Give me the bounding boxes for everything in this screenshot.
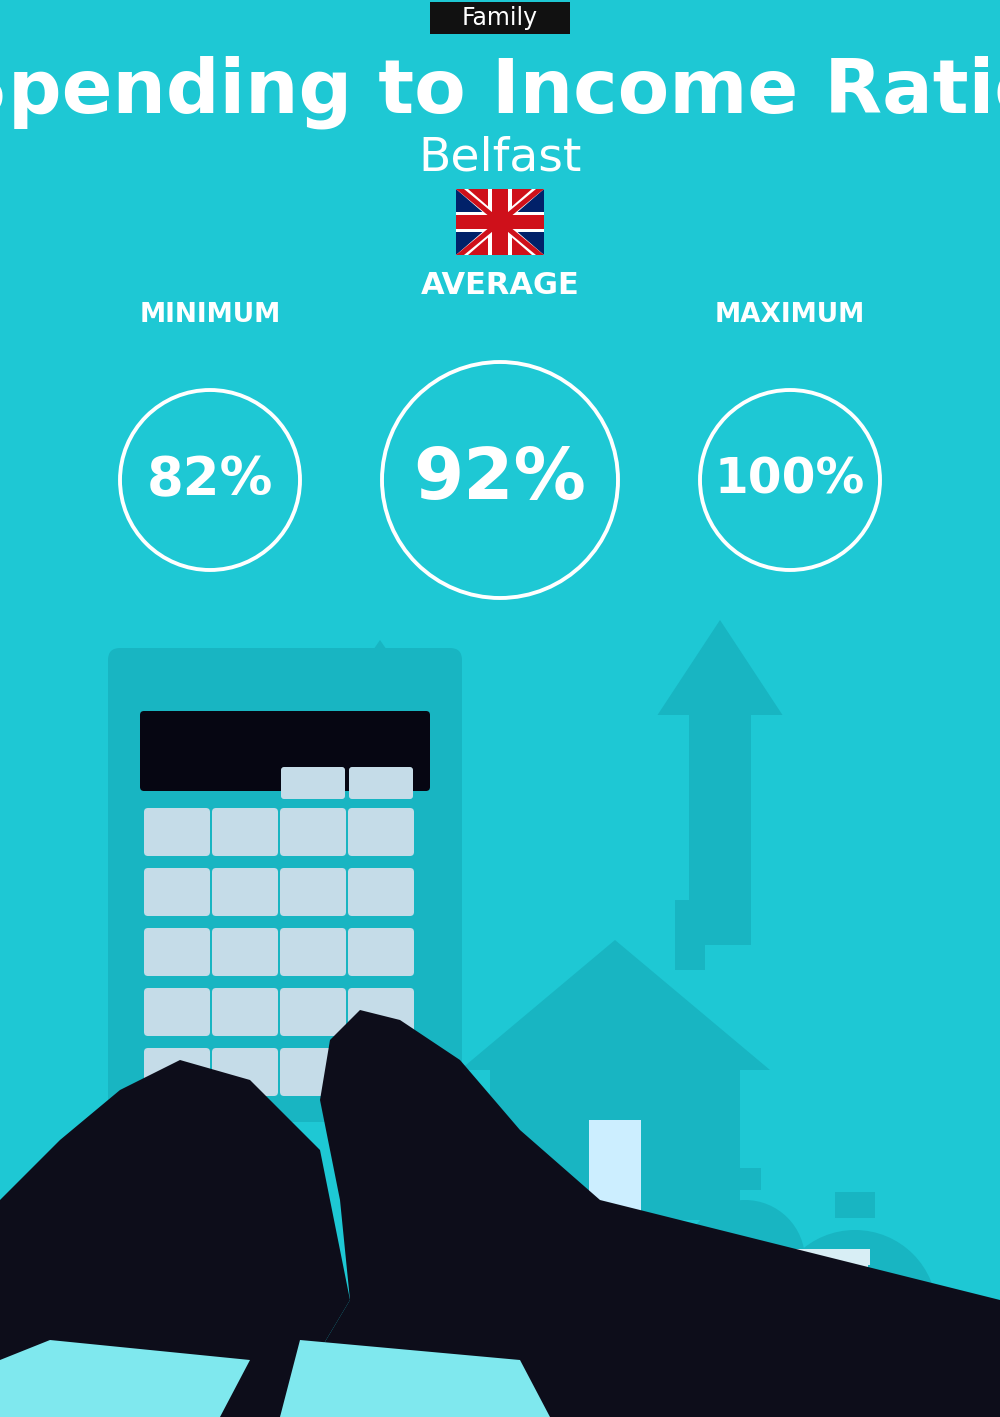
FancyBboxPatch shape	[430, 1, 570, 34]
Polygon shape	[456, 188, 544, 255]
FancyBboxPatch shape	[456, 188, 544, 255]
Polygon shape	[0, 1340, 250, 1417]
FancyBboxPatch shape	[708, 1258, 868, 1274]
FancyBboxPatch shape	[108, 648, 462, 1122]
FancyBboxPatch shape	[488, 188, 512, 255]
Text: Family: Family	[462, 6, 538, 30]
FancyBboxPatch shape	[212, 1049, 278, 1095]
FancyBboxPatch shape	[348, 928, 414, 976]
FancyBboxPatch shape	[144, 928, 210, 976]
FancyBboxPatch shape	[280, 988, 346, 1036]
Text: Belfast: Belfast	[418, 136, 582, 180]
FancyBboxPatch shape	[492, 188, 508, 255]
FancyBboxPatch shape	[348, 988, 414, 1036]
Polygon shape	[280, 1010, 1000, 1417]
Circle shape	[685, 1200, 805, 1321]
Text: $: $	[734, 1250, 756, 1280]
Polygon shape	[490, 1070, 740, 1220]
Text: Spending to Income Ratio: Spending to Income Ratio	[0, 55, 1000, 129]
FancyBboxPatch shape	[280, 928, 346, 976]
FancyBboxPatch shape	[704, 1275, 864, 1292]
FancyBboxPatch shape	[212, 808, 278, 856]
FancyBboxPatch shape	[144, 869, 210, 915]
Text: 82%: 82%	[147, 453, 273, 506]
FancyBboxPatch shape	[710, 1248, 870, 1265]
Polygon shape	[500, 188, 544, 222]
FancyBboxPatch shape	[144, 1049, 210, 1095]
FancyBboxPatch shape	[348, 869, 414, 915]
FancyBboxPatch shape	[456, 215, 544, 230]
Polygon shape	[280, 1340, 550, 1417]
FancyBboxPatch shape	[348, 808, 414, 856]
FancyBboxPatch shape	[349, 767, 413, 799]
Polygon shape	[589, 1119, 641, 1220]
Polygon shape	[460, 939, 770, 1070]
FancyBboxPatch shape	[280, 808, 346, 856]
FancyBboxPatch shape	[706, 1267, 866, 1282]
FancyBboxPatch shape	[280, 869, 346, 915]
FancyBboxPatch shape	[140, 711, 430, 791]
FancyBboxPatch shape	[835, 1192, 875, 1219]
Polygon shape	[325, 640, 435, 720]
FancyBboxPatch shape	[144, 988, 210, 1036]
Text: MAXIMUM: MAXIMUM	[715, 302, 865, 327]
FancyBboxPatch shape	[456, 213, 544, 232]
Polygon shape	[456, 222, 500, 255]
Polygon shape	[689, 716, 751, 945]
Polygon shape	[354, 720, 406, 920]
FancyBboxPatch shape	[144, 808, 210, 856]
Polygon shape	[0, 1060, 350, 1417]
FancyBboxPatch shape	[702, 1285, 862, 1301]
FancyBboxPatch shape	[700, 1294, 860, 1309]
Text: 100%: 100%	[715, 456, 865, 504]
Text: $: $	[838, 1298, 872, 1342]
FancyBboxPatch shape	[729, 1168, 761, 1190]
Text: MINIMUM: MINIMUM	[139, 302, 281, 327]
Polygon shape	[456, 188, 544, 255]
Polygon shape	[456, 188, 544, 255]
Polygon shape	[456, 188, 500, 222]
FancyBboxPatch shape	[212, 869, 278, 915]
Polygon shape	[658, 621, 782, 716]
FancyBboxPatch shape	[280, 1049, 346, 1095]
Polygon shape	[675, 900, 705, 971]
Polygon shape	[456, 188, 544, 255]
Circle shape	[773, 1230, 937, 1394]
Polygon shape	[500, 222, 544, 255]
FancyBboxPatch shape	[281, 767, 345, 799]
Text: AVERAGE: AVERAGE	[421, 271, 579, 299]
Text: 92%: 92%	[414, 445, 586, 514]
FancyBboxPatch shape	[212, 928, 278, 976]
FancyBboxPatch shape	[212, 988, 278, 1036]
